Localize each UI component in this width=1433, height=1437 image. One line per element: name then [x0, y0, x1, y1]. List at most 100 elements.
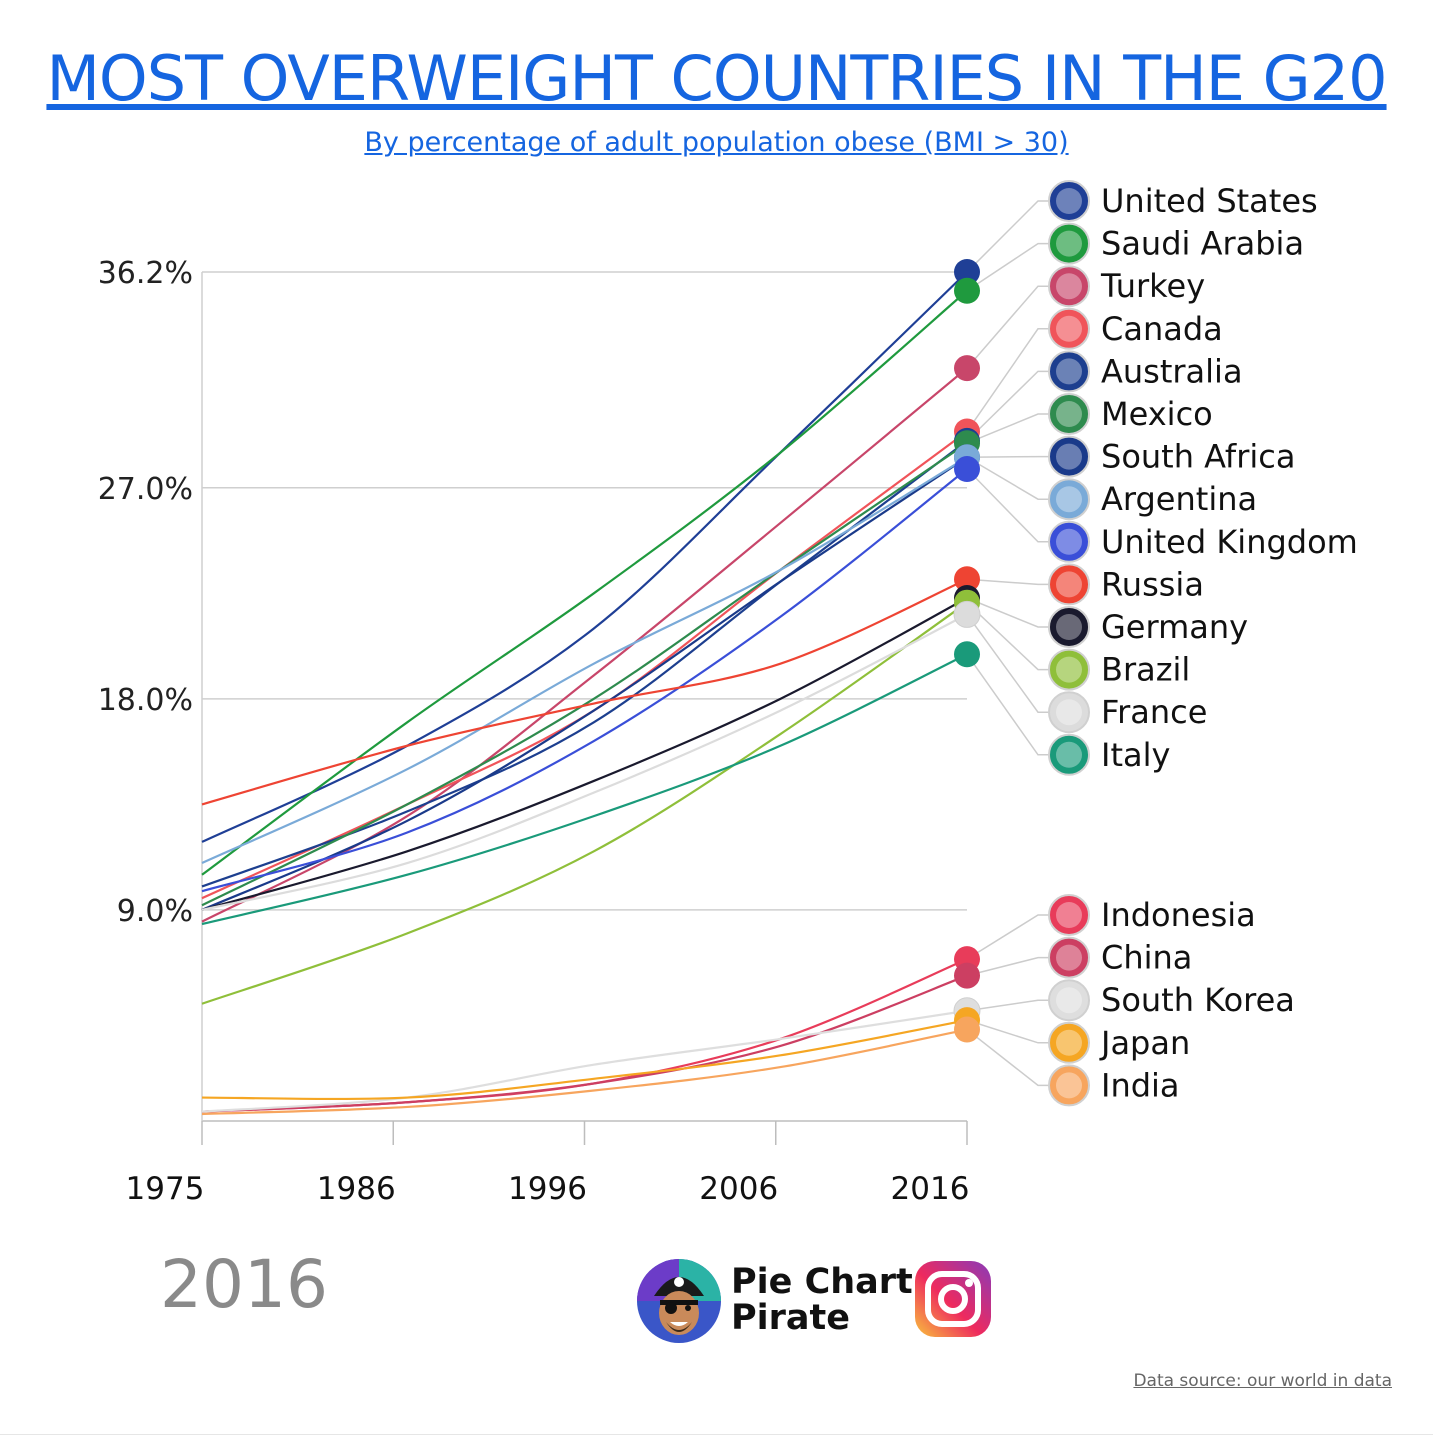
- y-tick-label: 36.2%: [98, 256, 193, 291]
- flag-emblem: [1056, 699, 1082, 726]
- series-line-japan: [201, 1019, 968, 1101]
- y-tick-label: 18.0%: [98, 683, 193, 718]
- series-endpoints: [953, 259, 981, 1043]
- south-korea-flag-icon: [1048, 979, 1090, 1022]
- australia-flag-icon: [1048, 350, 1090, 393]
- series-endpoint-saudi-arabia[interactable]: [954, 277, 980, 304]
- x-tick-label: 1975: [126, 1171, 205, 1207]
- series-lines: [201, 271, 968, 1116]
- legend-label-australia: Australia: [1101, 352, 1243, 390]
- leader-line-australia: [966, 370, 1048, 442]
- legend-label-saudi-arabia: Saudi Arabia: [1101, 225, 1304, 263]
- leader-line-russia: [966, 578, 1048, 586]
- leader-line-italy: [966, 653, 1048, 756]
- flag-emblem: [1056, 486, 1082, 513]
- series-line-united-kingdom: [201, 468, 968, 893]
- flag-emblem: [1056, 571, 1082, 598]
- data-source-link[interactable]: Data source: our world in data: [1133, 1371, 1392, 1391]
- series-line-argentina: [201, 456, 968, 865]
- saudi-arabia-flag-icon: [1048, 222, 1090, 265]
- chart-title: MOST OVERWEIGHT COUNTRIES IN THE G20: [46, 42, 1387, 115]
- current-year-label: 2016: [160, 1246, 328, 1323]
- series-endpoint-france[interactable]: [953, 600, 981, 628]
- series-line-mexico: [201, 442, 968, 907]
- flag-emblem: [1056, 1029, 1082, 1056]
- legend-label-mexico: Mexico: [1101, 395, 1213, 433]
- china-flag-icon: [1048, 936, 1090, 979]
- legend-label-turkey: Turkey: [1100, 267, 1205, 305]
- legend-label-brazil: Brazil: [1101, 651, 1190, 689]
- leader-line-indonesia: [966, 914, 1048, 960]
- legend-label-south-africa: South Africa: [1101, 438, 1295, 476]
- legend-leader-lines: [966, 200, 1048, 1087]
- series-line-south-africa: [201, 456, 968, 911]
- legend-label-italy: Italy: [1101, 736, 1170, 774]
- leader-line-germany: [966, 597, 1048, 628]
- legend-label-germany: Germany: [1101, 608, 1248, 646]
- india-flag-icon: [1048, 1064, 1090, 1107]
- series-line-turkey: [201, 367, 968, 923]
- series-endpoint-india[interactable]: [954, 1016, 980, 1043]
- legend-label-canada: Canada: [1101, 310, 1223, 348]
- legend-label-france: France: [1101, 693, 1207, 731]
- south-africa-flag-icon: [1048, 435, 1090, 478]
- legend-label-argentina: Argentina: [1101, 480, 1257, 518]
- mexico-flag-icon: [1048, 393, 1090, 435]
- flag-emblem: [1056, 1072, 1082, 1099]
- indonesia-flag-icon: [1048, 894, 1090, 936]
- flag-emblem: [1056, 188, 1082, 214]
- legend: United States Saudi Arabia Turkey Canada Aus…: [1048, 180, 1358, 1107]
- x-tick-label: 2016: [891, 1171, 970, 1207]
- x-tick-label: 1996: [508, 1171, 587, 1207]
- leader-line-japan: [966, 1019, 1048, 1044]
- turkey-flag-icon: [1048, 265, 1090, 308]
- brand-block: Pie Chart Pirate: [636, 1256, 996, 1346]
- flag-emblem: [1056, 656, 1082, 683]
- japan-flag-icon: [1048, 1021, 1090, 1064]
- legend-label-indonesia: Indonesia: [1101, 896, 1256, 934]
- series-line-united-states: [201, 271, 968, 843]
- brazil-flag-icon: [1048, 648, 1090, 691]
- flag-emblem: [1056, 358, 1082, 385]
- chart-subtitle: By percentage of adult population obese …: [364, 127, 1069, 158]
- series-line-italy: [201, 653, 968, 926]
- uk-flag-icon: [1048, 520, 1090, 563]
- gridlines: [202, 271, 967, 911]
- us-flag-icon: [1048, 180, 1090, 222]
- russia-flag-icon: [1048, 563, 1090, 606]
- series-line-brazil: [201, 601, 968, 1005]
- italy-flag-icon: [1048, 733, 1090, 776]
- legend-label-russia: Russia: [1101, 565, 1204, 603]
- legend-label-china: China: [1101, 939, 1192, 977]
- series-line-germany: [201, 597, 968, 911]
- series-line-russia: [201, 578, 968, 806]
- series-endpoint-italy[interactable]: [954, 641, 980, 668]
- flag-emblem: [1056, 230, 1082, 257]
- legend-label-united-kingdom: United Kingdom: [1101, 523, 1358, 561]
- series-line-canada: [201, 430, 968, 900]
- leader-line-argentina: [966, 456, 1048, 500]
- leader-line-south-korea: [966, 999, 1048, 1012]
- series-line-south-korea: [201, 1009, 968, 1113]
- series-endpoint-united-kingdom[interactable]: [954, 456, 980, 483]
- series-line-saudi-arabia: [201, 289, 968, 876]
- leader-line-india: [966, 1028, 1048, 1087]
- series-endpoint-turkey[interactable]: [954, 355, 980, 382]
- germany-flag-icon: [1048, 606, 1090, 648]
- leader-line-turkey: [966, 285, 1048, 369]
- flag-emblem: [1056, 614, 1082, 640]
- series-endpoint-china[interactable]: [954, 962, 980, 989]
- flag-emblem: [1056, 987, 1082, 1014]
- flag-emblem: [1056, 741, 1082, 768]
- series-endpoint-russia[interactable]: [954, 566, 980, 593]
- axes: 9.0% 18.0% 27.0% 36.2% 1975 1986 1996 2006 2016: [98, 256, 970, 1207]
- legend-label-united-states: United States: [1101, 182, 1318, 220]
- brand-name: Pie Chart Pirate: [731, 1262, 913, 1338]
- series-endpoint-united-states[interactable]: [954, 259, 980, 285]
- leader-line-saudi-arabia: [966, 242, 1048, 292]
- instagram-icon[interactable]: [914, 1260, 992, 1338]
- bottom-divider: [0, 1434, 1433, 1435]
- flag-emblem: [1056, 944, 1082, 971]
- series-line-france: [201, 613, 968, 911]
